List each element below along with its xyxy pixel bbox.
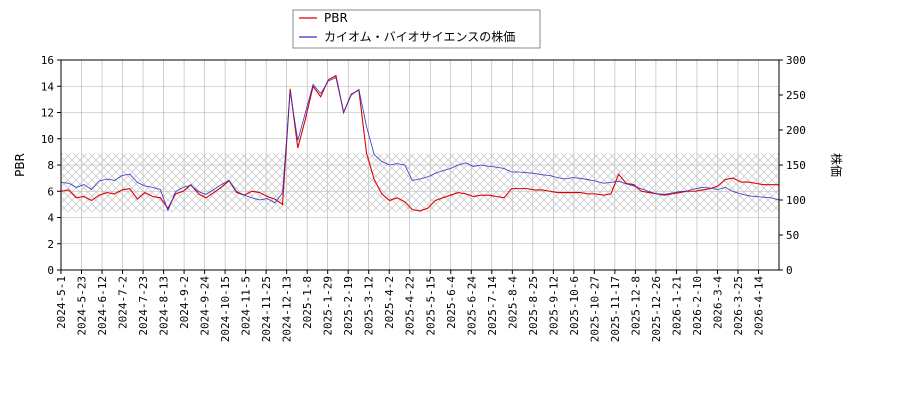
x-tick-label: 2026-2-10 [691,276,704,336]
x-tick-label: 2024-11-25 [260,276,273,342]
y-left-tick-label: 0 [47,264,54,277]
legend-box [292,9,541,49]
x-tick-label: 2024-5-1 [55,276,68,329]
series-line-price [60,76,780,212]
x-tick-label: 2025-8-4 [506,276,519,329]
x-tick-label: 2024-7-23 [137,276,150,336]
x-tick-label: 2026-1-21 [670,276,683,336]
x-tick-label: 2024-6-12 [96,276,109,336]
reference-band [61,153,779,213]
y-left-tick-label: 10 [41,133,54,146]
x-tick-label: 2025-10-6 [568,276,581,336]
x-tick-label: 2025-8-25 [527,276,540,336]
x-tick-label: 2024-9-24 [199,276,212,336]
x-tick-label: 2025-12-26 [650,276,663,342]
y-axis-right-title: 株価 [829,153,844,177]
x-tick-label: 2025-4-22 [404,276,417,336]
y-left-tick-label: 2 [47,238,54,251]
y-right-tick-label: 200 [786,124,806,137]
y-axis-left-title: PBR [13,153,27,177]
x-tick-label: 2025-6-24 [465,276,478,336]
x-tick-label: 2025-11-17 [609,276,622,342]
x-tick-label: 2025-12-8 [629,276,642,336]
x-tick-label: 2024-11-5 [240,276,253,336]
y-right-tick-label: 50 [786,229,799,242]
x-tick-label: 2025-3-12 [363,276,376,336]
series-lines [60,74,780,212]
y-left-tick-label: 6 [47,185,54,198]
band-fill [61,153,779,213]
x-tick-label: 2025-6-4 [445,276,458,329]
x-tick-label: 2025-9-12 [547,276,560,336]
x-tick-label: 2024-12-13 [281,276,294,342]
y-right-tick-label: 300 [786,54,806,67]
y-left-tick-label: 14 [41,80,55,93]
legend-label-price: カイオム・バイオサイエンスの株価 [324,29,515,44]
y-left-tick-label: 8 [47,159,54,172]
x-tick-label: 2025-4-2 [383,276,396,329]
y-left-tick-label: 16 [41,54,54,67]
x-tick-label: 2025-5-15 [424,276,437,336]
x-tick-label: 2024-8-13 [158,276,171,336]
legend-label-pbr: PBR [324,11,348,25]
x-tick-label: 2024-7-2 [117,276,130,329]
y-right-tick-label: 250 [786,89,806,102]
legend: PBR カイオム・バイオサイエンスの株価 [292,9,541,49]
x-tick-label: 2025-1-8 [301,276,314,329]
x-tick-label: 2025-2-19 [342,276,355,336]
x-tick-label: 2026-3-25 [732,276,745,336]
y-right-tick-label: 100 [786,194,806,207]
x-tick-label: 2024-9-2 [178,276,191,329]
y-left-tick-label: 12 [41,107,54,120]
x-tick-label: 2024-10-15 [219,276,232,342]
x-tick-label: 2026-3-4 [711,276,724,329]
x-tick-label: 2025-10-27 [588,276,601,342]
x-tick-label: 2026-4-14 [752,276,765,336]
x-tick-label: 2025-1-29 [322,276,335,336]
y-right-tick-label: 0 [786,264,793,277]
x-tick-label: 2024-5-23 [76,276,89,336]
x-tick-label: 2025-7-14 [486,276,499,336]
y-left-tick-label: 4 [47,212,54,225]
y-right-tick-label: 150 [786,159,806,172]
axes: 0 2 4 6 8 10 12 14 16 0 50 100 150 200 250 300 2024-5-1 2… [41,54,806,342]
